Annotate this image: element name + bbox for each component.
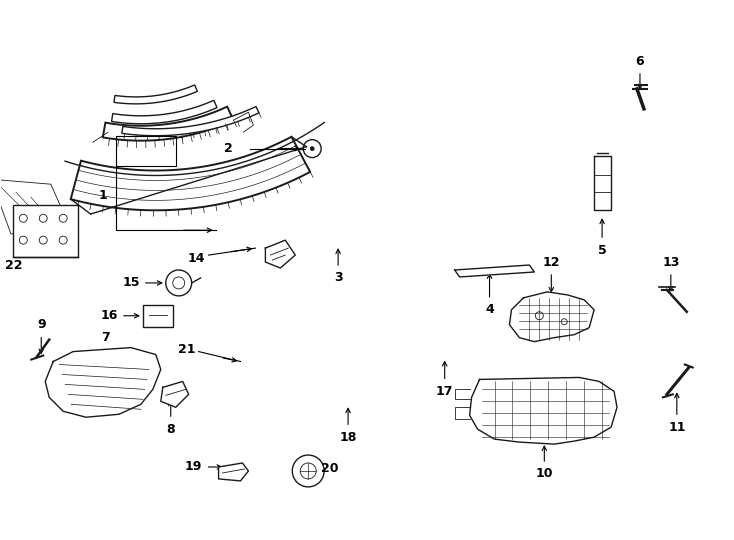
Bar (13, 205, 78, 257)
Text: 1: 1 (98, 189, 107, 202)
Text: 16: 16 (101, 309, 117, 322)
Circle shape (166, 270, 192, 296)
Text: 11: 11 (668, 421, 686, 434)
Text: 8: 8 (167, 423, 175, 436)
Text: 12: 12 (542, 255, 560, 268)
Text: 20: 20 (321, 462, 339, 476)
Text: 5: 5 (597, 244, 606, 256)
Polygon shape (509, 292, 594, 342)
Polygon shape (454, 265, 534, 277)
Text: 3: 3 (334, 272, 343, 285)
Polygon shape (219, 463, 248, 481)
Polygon shape (112, 100, 217, 124)
Text: 7: 7 (101, 331, 110, 344)
Text: 13: 13 (662, 255, 680, 268)
Polygon shape (122, 106, 259, 136)
Text: 15: 15 (122, 276, 139, 289)
Polygon shape (114, 85, 197, 104)
Polygon shape (161, 381, 189, 407)
Polygon shape (594, 156, 611, 210)
Text: 2: 2 (224, 142, 233, 155)
Text: 17: 17 (436, 385, 454, 398)
Polygon shape (470, 377, 617, 444)
Text: 19: 19 (185, 461, 203, 474)
Text: 4: 4 (485, 303, 494, 316)
Text: 6: 6 (636, 55, 644, 68)
Polygon shape (103, 106, 233, 140)
Circle shape (310, 147, 314, 151)
Polygon shape (46, 348, 161, 417)
Text: 9: 9 (37, 318, 46, 331)
Text: 22: 22 (4, 259, 22, 272)
Text: 14: 14 (188, 252, 206, 265)
Text: 18: 18 (339, 430, 357, 444)
Circle shape (292, 455, 324, 487)
Text: 21: 21 (178, 343, 195, 356)
Text: 10: 10 (536, 468, 553, 481)
FancyBboxPatch shape (143, 305, 172, 327)
